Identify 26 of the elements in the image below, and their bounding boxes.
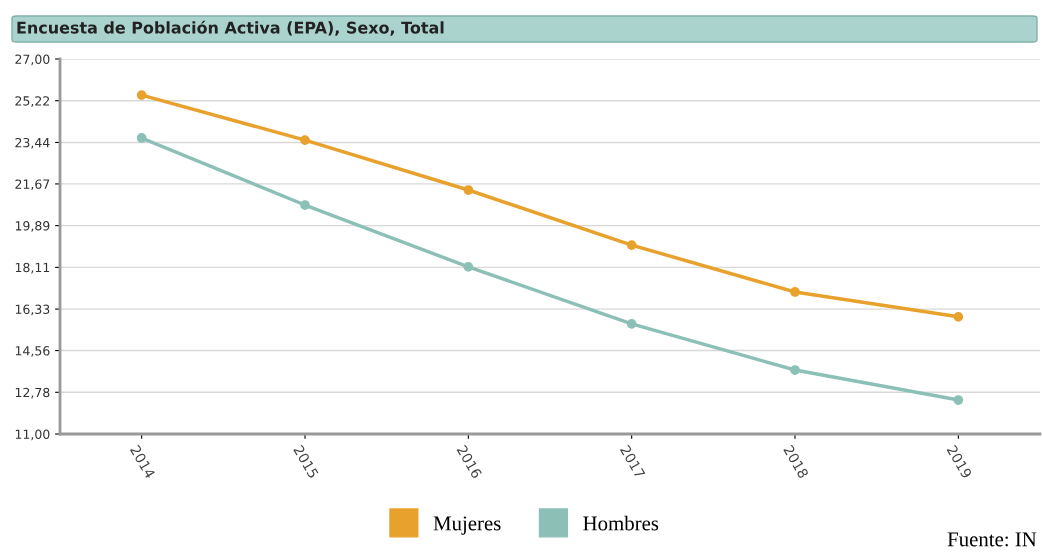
legend-label: Hombres <box>583 515 659 531</box>
point <box>953 395 964 405</box>
point <box>953 311 964 322</box>
point <box>136 90 147 100</box>
point <box>790 287 800 297</box>
y-tick-label: 18,11 <box>15 262 50 274</box>
y-tick-label: 21,67 <box>15 179 50 191</box>
y-tick-label: 14,56 <box>15 346 50 357</box>
y-tick-label: 27,00 <box>15 54 50 66</box>
point <box>463 185 474 195</box>
y-tick-label: 25,22 <box>15 96 50 107</box>
point <box>790 365 800 375</box>
point <box>626 240 637 250</box>
chart-title: Encuesta de Población Activa (EPA), Sexo, Total <box>17 20 444 36</box>
point <box>626 318 637 329</box>
point <box>300 200 310 210</box>
y-tick-label: 11,00 <box>15 429 50 441</box>
y-tick-label: 19,89 <box>15 221 50 232</box>
point <box>463 262 474 272</box>
y-tick-label: 12,78 <box>15 387 50 399</box>
point <box>136 133 147 143</box>
point <box>300 135 310 145</box>
y-tick-label: 16,33 <box>15 304 50 316</box>
source-note: Fuente: IN <box>947 532 1037 547</box>
y-tick-label: 23,44 <box>15 137 50 149</box>
legend-label: Mujeres <box>433 516 501 535</box>
